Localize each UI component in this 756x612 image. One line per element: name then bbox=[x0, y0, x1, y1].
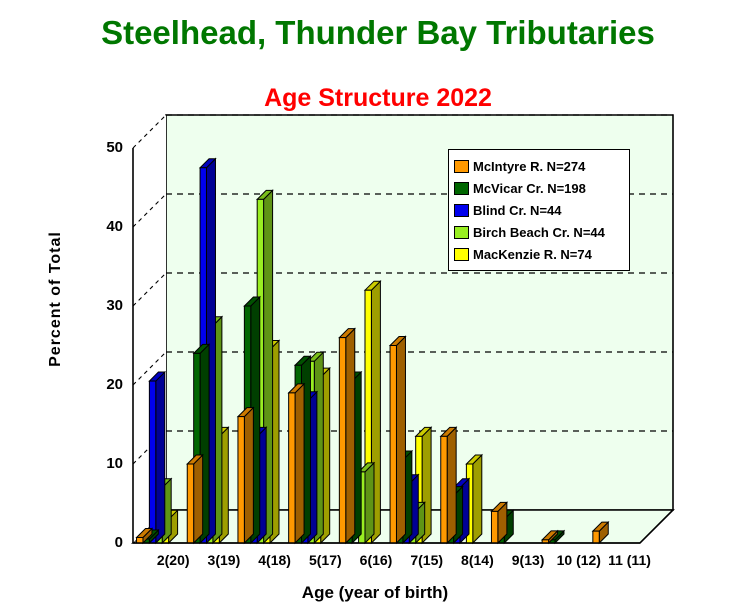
x-axis-title: Age (year of birth) bbox=[301, 583, 449, 602]
bar-side bbox=[155, 370, 166, 545]
x-tick-label: 8(14) bbox=[461, 552, 494, 568]
x-tick-label: 2(20) bbox=[156, 552, 190, 568]
x-tick-label: 10 (12) bbox=[556, 552, 601, 568]
bar-front bbox=[338, 337, 347, 544]
x-tick-label: 4(18) bbox=[258, 552, 291, 568]
bar-front bbox=[186, 463, 195, 544]
legend-item[interactable]: Blind Cr. N=44 bbox=[454, 199, 625, 221]
x-tick-label: 9(13) bbox=[511, 552, 545, 568]
legend-swatch-icon bbox=[454, 247, 469, 261]
x-tick-label: 5(17) bbox=[308, 552, 342, 568]
y-tick-label: 30 bbox=[106, 297, 123, 314]
legend-label: Blind Cr. N=44 bbox=[473, 202, 562, 218]
bar bbox=[540, 529, 559, 545]
bar-front bbox=[237, 416, 245, 544]
bar bbox=[148, 370, 166, 545]
bar bbox=[236, 406, 255, 545]
bar-front bbox=[490, 510, 499, 544]
bar-side bbox=[193, 453, 204, 545]
x-tick-label: 3(19) bbox=[207, 552, 241, 568]
legend-item[interactable]: Birch Beach Cr. N=44 bbox=[454, 221, 625, 243]
bar bbox=[439, 426, 458, 545]
legend: McIntyre R. N=274 McVicar Cr. N=198 Blind … bbox=[448, 149, 630, 271]
bar bbox=[186, 453, 204, 545]
legend-item[interactable]: MacKenzie R. N=74 bbox=[454, 243, 625, 265]
bar bbox=[338, 327, 356, 545]
x-tick-label: 11 (11) bbox=[608, 552, 651, 568]
y-tick-label: 40 bbox=[106, 218, 123, 235]
chart-title: Steelhead, Thunder Bay Tributaries bbox=[101, 14, 655, 51]
legend-swatch-icon bbox=[454, 203, 469, 217]
bar-front bbox=[136, 536, 144, 544]
legend-label: MacKenzie R. N=74 bbox=[473, 246, 592, 262]
bar bbox=[388, 335, 407, 545]
x-tick-label: 6(16) bbox=[359, 552, 393, 568]
legend-item[interactable]: McVicar Cr. N=198 bbox=[454, 177, 625, 199]
bar bbox=[490, 501, 509, 545]
bar-side bbox=[294, 382, 305, 545]
bar-front bbox=[440, 435, 448, 544]
legend-item[interactable]: McIntyre R. N=274 bbox=[454, 155, 625, 177]
bar-side bbox=[364, 461, 375, 545]
bar bbox=[287, 382, 306, 545]
y-tick-label: 20 bbox=[106, 376, 123, 393]
y-tick-label: 10 bbox=[106, 455, 123, 472]
legend-label: McVicar Cr. N=198 bbox=[473, 180, 586, 196]
bar-side bbox=[472, 453, 483, 545]
bar-side bbox=[446, 426, 457, 545]
bar-front bbox=[288, 392, 296, 544]
bar-side bbox=[345, 327, 356, 545]
legend-swatch-icon bbox=[454, 159, 469, 173]
legend-swatch-icon bbox=[454, 181, 469, 195]
bar-side bbox=[395, 335, 406, 545]
y-tick-label: 50 bbox=[106, 139, 123, 156]
bar-front bbox=[389, 345, 397, 544]
bar-front bbox=[148, 380, 157, 544]
legend-label: Birch Beach Cr. N=44 bbox=[473, 224, 605, 240]
bar-front bbox=[592, 530, 600, 544]
chart-subtitle: Age Structure 2022 bbox=[264, 84, 492, 112]
bar-side bbox=[243, 406, 254, 545]
legend-swatch-icon bbox=[454, 225, 469, 239]
x-tick-label: 7(15) bbox=[410, 552, 444, 568]
legend-label: McIntyre R. N=274 bbox=[473, 158, 586, 174]
y-tick-label: 0 bbox=[114, 534, 123, 551]
